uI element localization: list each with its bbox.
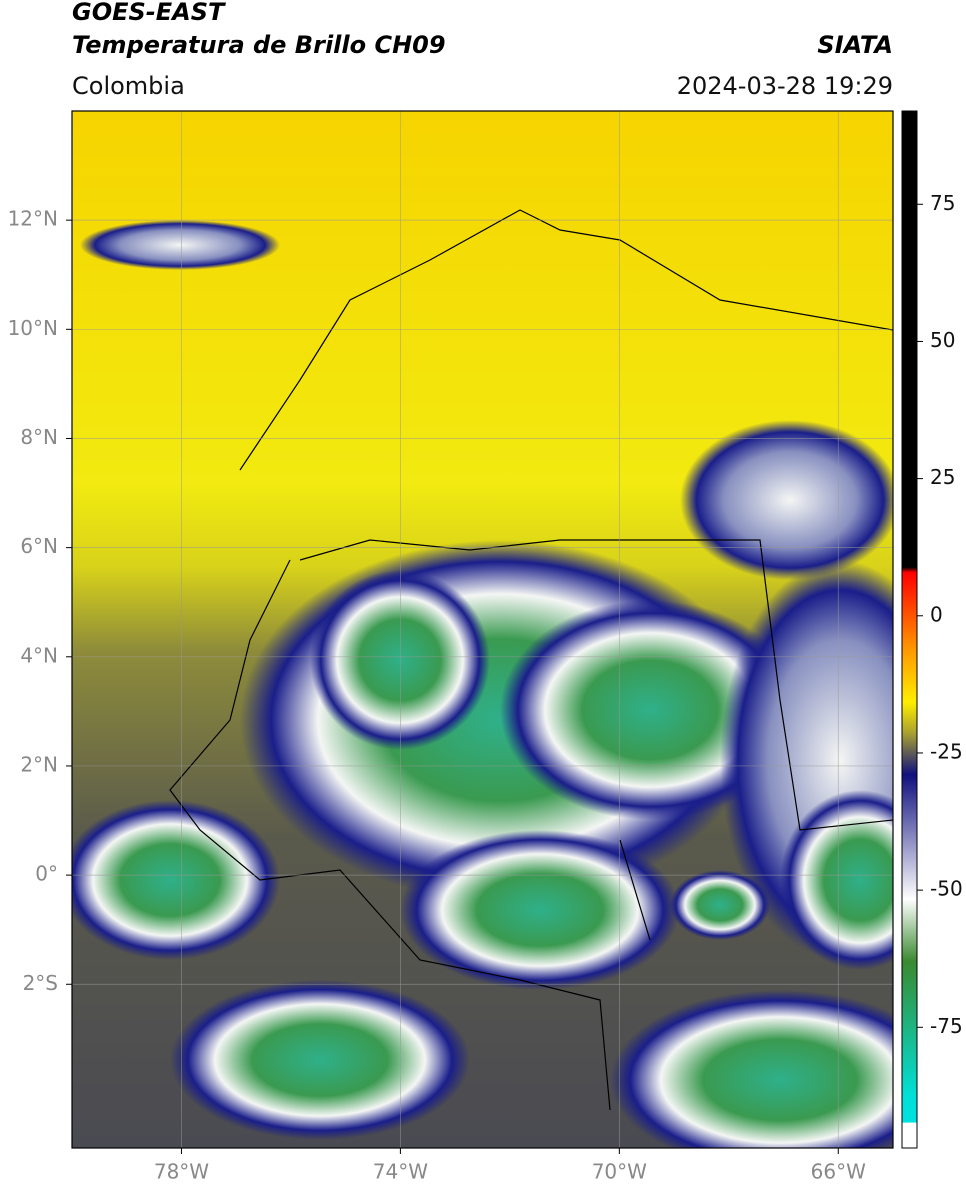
y-tick-label: 0° [35,862,58,886]
cloud [680,420,893,580]
map-image [72,111,893,1148]
x-tick-label: 66°W [811,1160,866,1184]
colorbar-tick-label: 0 [930,602,943,626]
cloud [310,570,490,750]
cloud [610,990,893,1148]
y-tick-label: 6°N [20,534,58,558]
cloud [670,870,770,940]
colorbar-tick-label: 50 [930,328,955,352]
colorbar-tick-label: 25 [930,465,955,489]
y-tick-label: 10°N [8,316,58,340]
borders [169,209,893,1111]
x-tick-label: 70°W [592,1160,647,1184]
source: SIATA [817,31,893,59]
y-tick-label: 4°N [20,643,58,667]
y-tick-label: 2°N [20,752,58,776]
y-tick-label: 8°N [20,425,58,449]
x-tick-label: 78°W [154,1160,209,1184]
map-frame [71,110,894,1149]
region: Colombia [72,72,185,100]
y-tick-label: 2°S [23,971,58,995]
subtitle: Temperatura de Brillo CH09 [72,31,446,59]
colorbar-tick-label: -50 [930,877,963,901]
cloud [400,830,680,990]
colorbar-tick-label: -25 [930,739,963,763]
cloud [170,980,470,1140]
cloud [780,790,893,970]
title: GOES-EAST [72,0,226,26]
x-tick-label: 74°W [373,1160,428,1184]
colorbar-tick-label: 75 [930,191,955,215]
colorbar-tick-label: -75 [930,1014,963,1038]
y-tick-label: 12°N [8,207,58,231]
cloud [72,800,280,960]
datetime: 2024-03-28 19:29 [677,72,893,100]
colorbar [901,110,918,1149]
cloud [80,220,280,270]
